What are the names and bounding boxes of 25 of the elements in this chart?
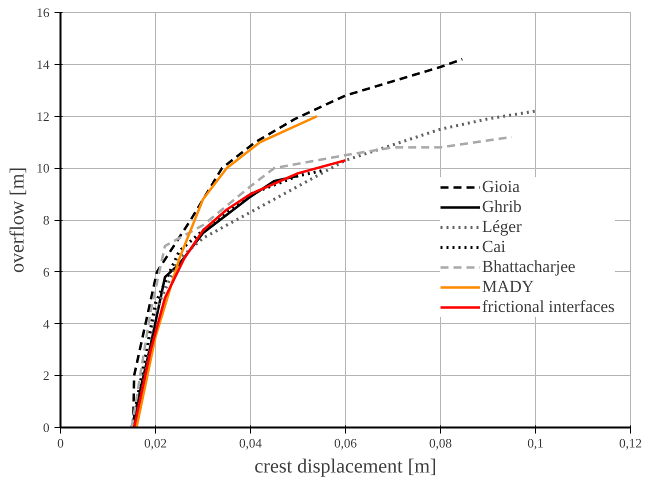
y-tick-label: 12 [36, 108, 50, 124]
y-tick-label: 0 [43, 420, 50, 435]
x-tick-label: 0,12 [619, 436, 642, 450]
x-tick-label: 0,08 [429, 436, 452, 450]
legend-label: MADY [482, 277, 534, 297]
y-tick-label: 4 [43, 316, 50, 332]
x-tick-label: 0 [57, 436, 64, 450]
x-axis-title: crest displacement [m] [254, 456, 437, 478]
legend-label: Cai [482, 237, 506, 257]
y-axis-title: overflow [m] [6, 166, 28, 274]
x-tick-label: 0,02 [144, 436, 167, 450]
legend-label: Gioia [482, 177, 520, 197]
legend-label: Ghrib [482, 197, 522, 217]
y-tick-label: 2 [43, 368, 50, 384]
x-tick-label: 0,06 [334, 436, 358, 450]
legend-label: Bhattacharjee [482, 257, 576, 277]
legend-label: Léger [482, 217, 522, 237]
y-tick-label: 8 [43, 212, 50, 228]
y-tick-label: 6 [43, 264, 50, 280]
y-tick-label: 16 [36, 5, 50, 20]
x-tick-label: 0,1 [527, 436, 544, 450]
legend-label: frictional interfaces [482, 297, 615, 317]
y-tick-label: 14 [36, 56, 50, 72]
x-tick-label: 0,04 [239, 436, 262, 450]
y-tick-label: 10 [36, 160, 50, 176]
